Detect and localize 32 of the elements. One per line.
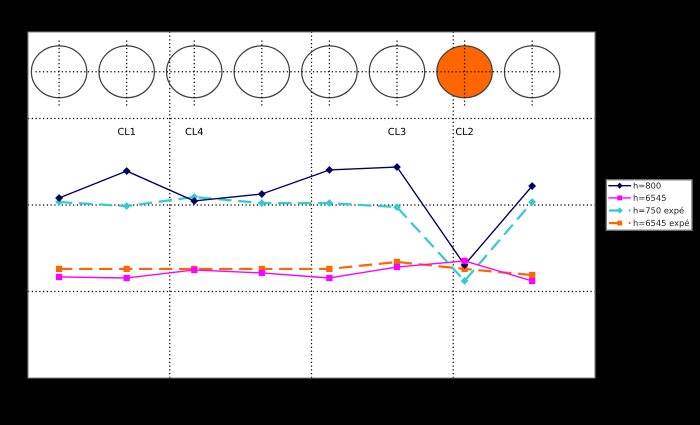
text: CL1 (118, 128, 135, 136)
point (326, 166, 334, 174)
point (326, 274, 333, 282)
point (393, 203, 401, 211)
point (124, 266, 130, 272)
point (394, 264, 400, 270)
point (326, 266, 333, 272)
text: CL3 (388, 128, 406, 136)
point (56, 266, 62, 272)
point (258, 270, 265, 276)
point (123, 167, 130, 175)
point (460, 277, 468, 285)
text: CL2 (456, 128, 473, 136)
legend-label: h=6545 expé (634, 219, 690, 228)
legend-label: h=800 (634, 182, 661, 189)
point (529, 272, 536, 278)
point (461, 258, 468, 264)
point (528, 198, 536, 206)
point (56, 274, 62, 280)
point (55, 194, 63, 202)
point (124, 274, 130, 282)
legend-label: h=750 expé (634, 206, 684, 216)
point (393, 163, 401, 171)
point (528, 182, 536, 190)
point (529, 278, 536, 284)
point (190, 197, 198, 205)
point (326, 199, 334, 207)
text: CL4 (186, 128, 203, 136)
legend-label: h=6545 (634, 194, 666, 201)
point (258, 190, 266, 198)
point (123, 202, 130, 210)
point (258, 199, 266, 207)
